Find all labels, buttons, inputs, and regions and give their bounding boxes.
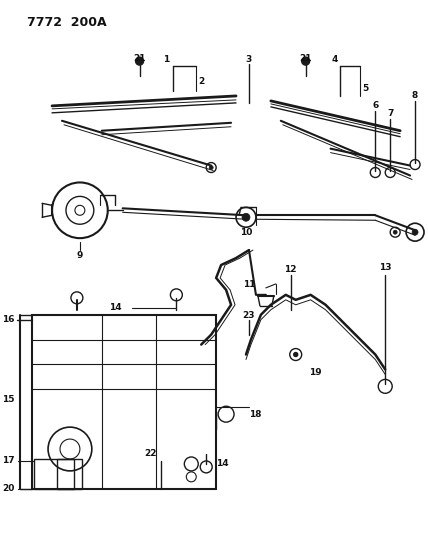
Circle shape bbox=[393, 230, 397, 234]
Text: 18: 18 bbox=[249, 410, 262, 419]
Text: 7772  200A: 7772 200A bbox=[27, 17, 107, 29]
Circle shape bbox=[412, 229, 418, 235]
Text: 23: 23 bbox=[243, 311, 255, 320]
Text: 21: 21 bbox=[133, 54, 146, 63]
Text: 9: 9 bbox=[77, 251, 83, 260]
Bar bbox=[57, 459, 82, 489]
Text: 22: 22 bbox=[144, 449, 157, 458]
Circle shape bbox=[209, 166, 213, 169]
Bar bbox=[32, 315, 216, 489]
Text: 5: 5 bbox=[363, 84, 369, 93]
Text: 13: 13 bbox=[379, 263, 392, 272]
Text: 15: 15 bbox=[2, 395, 14, 404]
Text: 17: 17 bbox=[2, 456, 14, 465]
Text: 11: 11 bbox=[244, 280, 256, 289]
Text: 4: 4 bbox=[331, 54, 338, 63]
Circle shape bbox=[294, 352, 298, 357]
Text: 14: 14 bbox=[109, 303, 122, 312]
Text: 3: 3 bbox=[246, 54, 252, 63]
Text: 21: 21 bbox=[300, 54, 312, 63]
Circle shape bbox=[302, 57, 309, 65]
Text: 7: 7 bbox=[387, 109, 393, 118]
Text: 20: 20 bbox=[2, 484, 14, 493]
Text: 14: 14 bbox=[216, 459, 229, 469]
Text: 19: 19 bbox=[309, 368, 322, 377]
Text: 6: 6 bbox=[372, 101, 378, 110]
Circle shape bbox=[136, 57, 143, 65]
Text: 10: 10 bbox=[240, 228, 252, 237]
Text: 1: 1 bbox=[163, 54, 169, 63]
Text: 8: 8 bbox=[412, 92, 418, 100]
Bar bbox=[34, 459, 74, 489]
Text: 12: 12 bbox=[285, 265, 297, 274]
Text: 16: 16 bbox=[2, 315, 14, 324]
Circle shape bbox=[242, 213, 250, 221]
Text: 2: 2 bbox=[198, 77, 205, 85]
